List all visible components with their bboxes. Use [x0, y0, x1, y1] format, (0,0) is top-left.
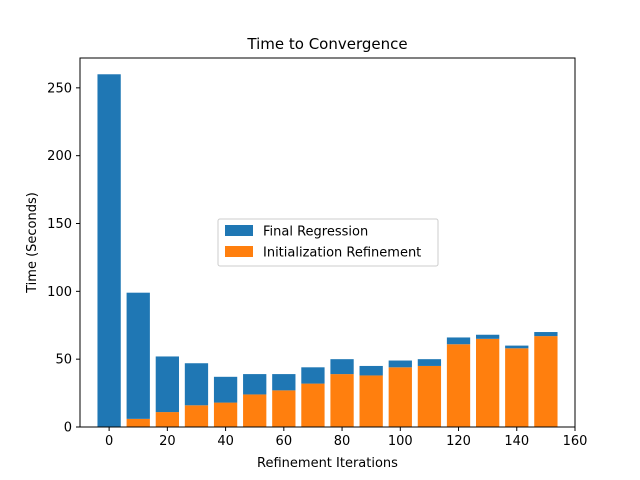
- bar-final-regression-100: [388, 360, 412, 368]
- bar-initialization-refinement-40: [213, 402, 238, 427]
- bar-final-regression-130: [476, 334, 500, 339]
- x-tick-label: 100: [388, 434, 413, 449]
- x-axis: 0 20 40 60 80 100 120 140 160: [105, 427, 587, 449]
- bar-final-regression-70: [301, 367, 325, 384]
- y-tick-label: 50: [55, 353, 72, 368]
- y-tick-label: 100: [47, 285, 72, 300]
- x-tick-label: 140: [504, 434, 529, 449]
- x-tick-label: 120: [446, 434, 471, 449]
- bar-final-regression-30: [184, 363, 209, 406]
- bar-initialization-refinement-30: [184, 405, 209, 427]
- bar-initialization-refinement-20: [155, 412, 179, 427]
- bar-final-regression-20: [155, 356, 179, 413]
- bar-initialization-refinement-140: [505, 348, 529, 427]
- bar-initialization-refinement-70: [301, 383, 325, 427]
- bar-final-regression-10: [126, 292, 150, 419]
- bar-final-regression-40: [213, 376, 238, 403]
- legend-frame: [217, 218, 439, 267]
- bar-final-regression-60: [272, 374, 296, 391]
- bar-final-regression-140: [505, 345, 529, 349]
- y-tick-label: 200: [47, 149, 72, 164]
- bar-initialization-refinement-130: [476, 338, 500, 427]
- bar-initialization-refinement-100: [388, 367, 412, 427]
- bars-group: [97, 74, 558, 427]
- bar-final-regression-110: [417, 359, 442, 366]
- chart-title: Time to Convergence: [246, 35, 407, 53]
- x-tick-label: 80: [334, 434, 351, 449]
- legend: Final Regression Initialization Refineme…: [217, 218, 439, 267]
- bar-initialization-refinement-110: [417, 365, 442, 427]
- x-tick-label: 20: [159, 434, 176, 449]
- bar-final-regression-0: [97, 74, 121, 427]
- legend-swatch-final-regression: [225, 225, 253, 236]
- legend-swatch-initialization-refinement: [225, 246, 253, 257]
- bar-final-regression-80: [330, 359, 354, 375]
- y-axis: 0 50 100 150 200 250: [47, 81, 80, 436]
- bar-initialization-refinement-150: [534, 336, 558, 427]
- y-tick-label: 0: [64, 421, 72, 436]
- bar-initialization-refinement-80: [330, 374, 354, 427]
- x-axis-title: Refinement Iterations: [257, 456, 398, 471]
- x-tick-label: 0: [105, 434, 113, 449]
- bar-final-regression-90: [359, 365, 383, 376]
- bar-final-regression-120: [446, 337, 471, 345]
- legend-label-initialization-refinement: Initialization Refinement: [263, 246, 421, 261]
- x-tick-label: 40: [217, 434, 234, 449]
- x-tick-label: 160: [563, 434, 588, 449]
- bar-initialization-refinement-60: [272, 390, 296, 427]
- y-tick-label: 250: [47, 81, 72, 96]
- y-axis-title: Time (Seconds): [25, 192, 40, 294]
- bar-initialization-refinement-120: [446, 344, 471, 427]
- y-tick-label: 150: [47, 217, 72, 232]
- bar-final-regression-150: [534, 332, 558, 337]
- legend-label-final-regression: Final Regression: [263, 225, 368, 240]
- bar-initialization-refinement-90: [359, 375, 383, 427]
- bar-final-regression-50: [243, 374, 267, 395]
- bar-initialization-refinement-10: [126, 418, 150, 427]
- x-tick-label: 60: [276, 434, 293, 449]
- plot-frame: [79, 57, 576, 428]
- bar-initialization-refinement-50: [243, 394, 267, 427]
